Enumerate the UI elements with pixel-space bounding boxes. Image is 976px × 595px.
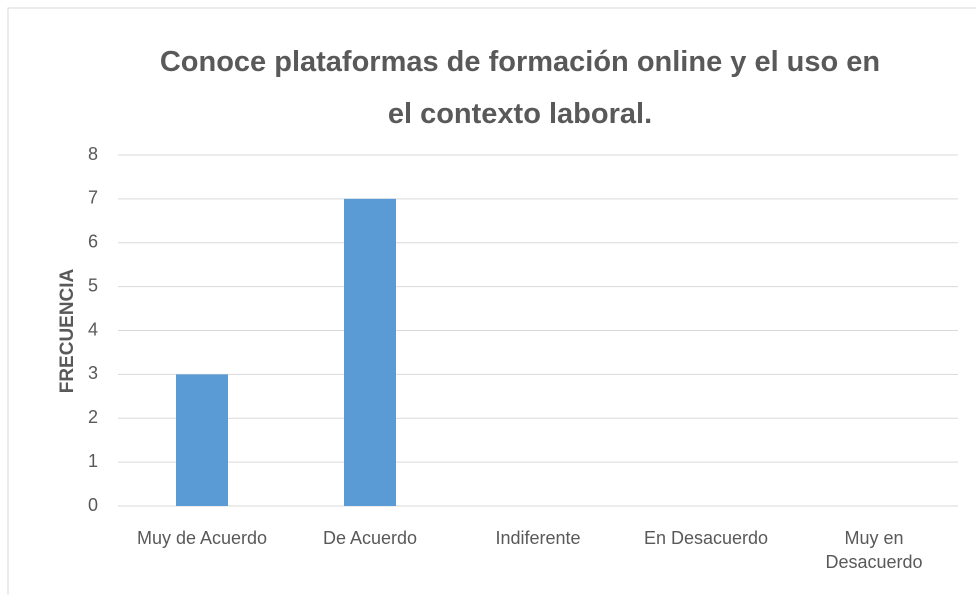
y-tick-label: 3 [88, 363, 98, 383]
bar [344, 198, 396, 506]
y-tick-label: 2 [88, 407, 98, 427]
y-tick-label: 1 [88, 451, 98, 471]
x-tick-label: Indiferente [495, 528, 581, 548]
y-tick-label: 0 [88, 495, 98, 515]
bar [176, 374, 228, 506]
y-tick-label: 7 [88, 188, 98, 208]
x-tick-label: Muy en Desacuerdo [825, 528, 923, 572]
y-tick-label: 5 [88, 275, 98, 295]
x-tick-label: De Acuerdo [322, 528, 418, 548]
chart-title: Conoce plataformas de formación online y… [159, 46, 881, 130]
x-tick-label: En Desacuerdo [643, 528, 769, 548]
x-tick-label: Muy de Acuerdo [136, 528, 268, 548]
y-tick-label: 8 [88, 144, 98, 164]
chart-frame [7, 7, 976, 595]
y-tick-label: 6 [88, 232, 98, 252]
y-axis-label: FRECUENCIA [57, 268, 78, 393]
y-tick-label: 4 [88, 319, 98, 339]
